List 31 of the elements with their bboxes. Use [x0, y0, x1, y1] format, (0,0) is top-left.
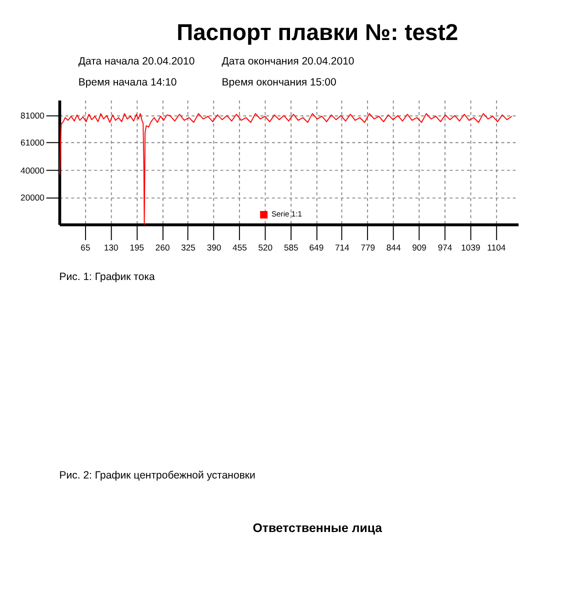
text: Время окончания 15:00 [222, 76, 336, 89]
line-series [59, 113, 512, 225]
x-tick-label: 585 [284, 242, 299, 253]
x-tick-label: 1039 [461, 242, 480, 253]
x-tick-label: 779 [360, 242, 376, 253]
x-tick-label: 195 [130, 242, 144, 253]
x-tick-label: 909 [412, 242, 427, 253]
y-tick-label: 20000 [20, 192, 45, 203]
x-tick-label: 325 [181, 242, 196, 253]
text: Дата окончания 20.04.2010 [222, 56, 354, 68]
text: Дата начала 20.04.2010 [78, 56, 195, 68]
x-tick-label: 520 [258, 242, 273, 253]
x-tick-label: 65 [80, 242, 90, 253]
chart-title: Паспорт плавки №: test2 [176, 18, 458, 45]
x-tick-label: 130 [104, 242, 119, 253]
x-tick-label: 714 [334, 242, 350, 253]
text: Рис. 1: График тока [59, 270, 156, 283]
x-tick-label: 260 [155, 242, 170, 253]
text: Рис. 2: График центробежной установки [59, 470, 256, 482]
text: Ответственные лица [252, 521, 382, 536]
x-tick-label: 844 [386, 242, 401, 253]
legend-label: Serie 1:1 [271, 210, 302, 219]
x-tick-label: 974 [438, 242, 452, 253]
y-tick-label: 40000 [20, 166, 45, 176]
x-tick-label: 1104 [487, 242, 506, 253]
y-tick-label: 61000 [20, 137, 45, 148]
text: Время начала 14:10 [78, 76, 177, 89]
x-tick-label: 455 [232, 242, 248, 253]
y-tick-label: 81000 [20, 110, 45, 120]
x-tick-label: 649 [309, 242, 324, 253]
x-tick-label: 390 [206, 242, 222, 253]
